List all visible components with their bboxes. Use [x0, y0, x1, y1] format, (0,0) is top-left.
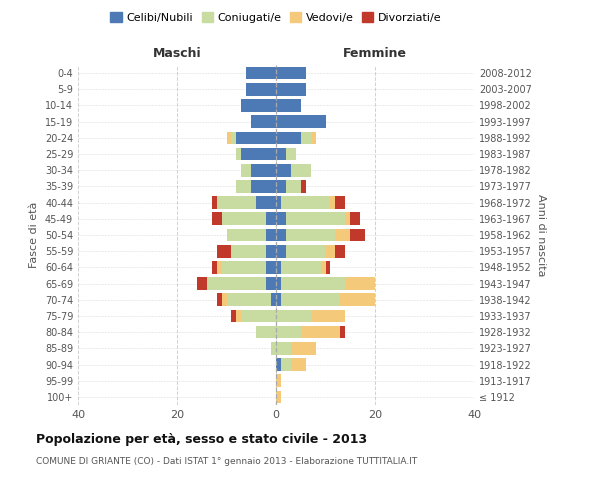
Bar — [251, 180, 276, 192]
Bar — [311, 310, 346, 322]
Bar — [221, 294, 227, 306]
Bar — [346, 278, 375, 290]
Bar — [325, 245, 335, 258]
Bar — [227, 132, 232, 144]
Bar — [212, 261, 217, 274]
Bar — [346, 212, 350, 225]
Bar — [276, 326, 301, 338]
Bar — [311, 132, 316, 144]
Text: Maschi: Maschi — [152, 47, 202, 60]
Bar — [325, 261, 331, 274]
Bar — [276, 180, 286, 192]
Bar — [241, 310, 276, 322]
Bar — [236, 148, 241, 160]
Bar — [301, 180, 306, 192]
Bar — [276, 245, 286, 258]
Bar — [271, 294, 276, 306]
Bar — [212, 212, 221, 225]
Bar — [276, 212, 286, 225]
Bar — [276, 164, 291, 176]
Bar — [291, 342, 316, 354]
Bar — [281, 196, 331, 209]
Bar — [251, 164, 276, 176]
Y-axis label: Fasce di età: Fasce di età — [29, 202, 39, 268]
Text: COMUNE DI GRIANTE (CO) - Dati ISTAT 1° gennaio 2013 - Elaborazione TUTTITALIA.IT: COMUNE DI GRIANTE (CO) - Dati ISTAT 1° g… — [36, 458, 417, 466]
Bar — [340, 294, 375, 306]
Bar — [247, 83, 276, 96]
Bar — [291, 358, 306, 371]
Bar — [276, 196, 281, 209]
Bar — [217, 245, 232, 258]
Bar — [276, 99, 301, 112]
Bar — [217, 196, 256, 209]
Bar — [281, 358, 291, 371]
Bar — [350, 228, 365, 241]
Bar — [281, 294, 340, 306]
Y-axis label: Anni di nascita: Anni di nascita — [536, 194, 545, 276]
Bar — [241, 99, 276, 112]
Bar — [276, 294, 281, 306]
Bar — [256, 326, 276, 338]
Bar — [221, 212, 266, 225]
Bar — [212, 196, 217, 209]
Bar — [276, 278, 281, 290]
Bar — [350, 212, 360, 225]
Bar — [335, 228, 350, 241]
Bar — [247, 67, 276, 80]
Bar — [286, 245, 325, 258]
Bar — [221, 261, 266, 274]
Bar — [276, 67, 306, 80]
Bar — [232, 310, 236, 322]
Legend: Celibi/Nubili, Coniugati/e, Vedovi/e, Divorziati/e: Celibi/Nubili, Coniugati/e, Vedovi/e, Di… — [106, 8, 446, 28]
Bar — [206, 278, 266, 290]
Bar — [227, 228, 266, 241]
Bar — [241, 164, 251, 176]
Bar — [281, 261, 320, 274]
Bar — [286, 212, 346, 225]
Bar — [266, 212, 276, 225]
Bar — [217, 261, 221, 274]
Bar — [331, 196, 335, 209]
Bar — [276, 132, 301, 144]
Bar — [276, 83, 306, 96]
Bar — [251, 116, 276, 128]
Bar — [276, 390, 281, 403]
Bar — [266, 261, 276, 274]
Bar — [301, 132, 311, 144]
Bar — [276, 148, 286, 160]
Bar — [197, 278, 206, 290]
Bar — [340, 326, 346, 338]
Bar — [276, 342, 291, 354]
Bar — [256, 196, 276, 209]
Bar — [281, 278, 346, 290]
Bar — [286, 148, 296, 160]
Bar — [266, 228, 276, 241]
Bar — [236, 132, 276, 144]
Bar — [276, 310, 311, 322]
Text: Popolazione per età, sesso e stato civile - 2013: Popolazione per età, sesso e stato civil… — [36, 432, 367, 446]
Bar — [276, 116, 325, 128]
Bar — [291, 164, 311, 176]
Bar — [335, 196, 346, 209]
Bar — [301, 326, 340, 338]
Bar — [266, 278, 276, 290]
Bar — [335, 245, 346, 258]
Bar — [241, 148, 276, 160]
Bar — [271, 342, 276, 354]
Bar — [227, 294, 271, 306]
Text: Femmine: Femmine — [343, 47, 407, 60]
Bar — [276, 261, 281, 274]
Bar — [276, 374, 281, 387]
Bar — [320, 261, 325, 274]
Bar — [266, 245, 276, 258]
Bar — [276, 358, 281, 371]
Bar — [232, 132, 236, 144]
Bar — [286, 228, 335, 241]
Bar — [276, 228, 286, 241]
Bar — [232, 245, 266, 258]
Bar — [236, 180, 251, 192]
Bar — [286, 180, 301, 192]
Bar — [217, 294, 221, 306]
Bar — [236, 310, 241, 322]
